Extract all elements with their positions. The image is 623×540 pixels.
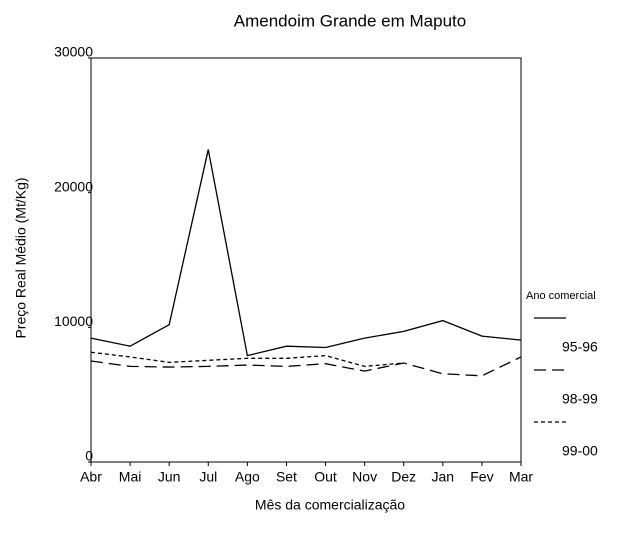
y-tick-label: 30000 bbox=[54, 44, 93, 60]
y-tick-label: 10000 bbox=[54, 313, 93, 329]
chart-title: Amendoim Grande em Maputo bbox=[234, 11, 466, 30]
x-tick-label: Mai bbox=[119, 469, 142, 485]
x-tick-label: Set bbox=[276, 469, 297, 485]
legend-label: 98-99 bbox=[562, 391, 598, 407]
legend-label: 95-96 bbox=[562, 339, 598, 355]
x-tick-label: Ago bbox=[235, 469, 260, 485]
x-tick-label: Fev bbox=[470, 469, 493, 485]
x-tick-label: Jul bbox=[199, 469, 217, 485]
legend-label: 99-00 bbox=[562, 443, 598, 459]
x-axis-label: Mês da comercialização bbox=[255, 497, 405, 513]
x-tick-label: Abr bbox=[80, 469, 102, 485]
x-tick-label: Jan bbox=[432, 469, 455, 485]
x-tick-label: Dez bbox=[391, 469, 416, 485]
y-axis-label: Preço Real Médio (Mt/Kg) bbox=[13, 177, 29, 338]
x-tick-label: Jun bbox=[158, 469, 181, 485]
y-tick-label: 0 bbox=[85, 448, 93, 464]
series-line bbox=[90, 351, 404, 368]
x-tick-label: Mar bbox=[509, 469, 533, 485]
x-tick-label: Out bbox=[314, 469, 337, 485]
y-tick-label: 20000 bbox=[54, 178, 93, 194]
legend-title: Ano comercial bbox=[526, 290, 596, 302]
plot-frame bbox=[90, 57, 522, 463]
series-line bbox=[90, 356, 522, 377]
x-tick-label: Nov bbox=[352, 469, 377, 485]
series-line bbox=[90, 149, 522, 357]
